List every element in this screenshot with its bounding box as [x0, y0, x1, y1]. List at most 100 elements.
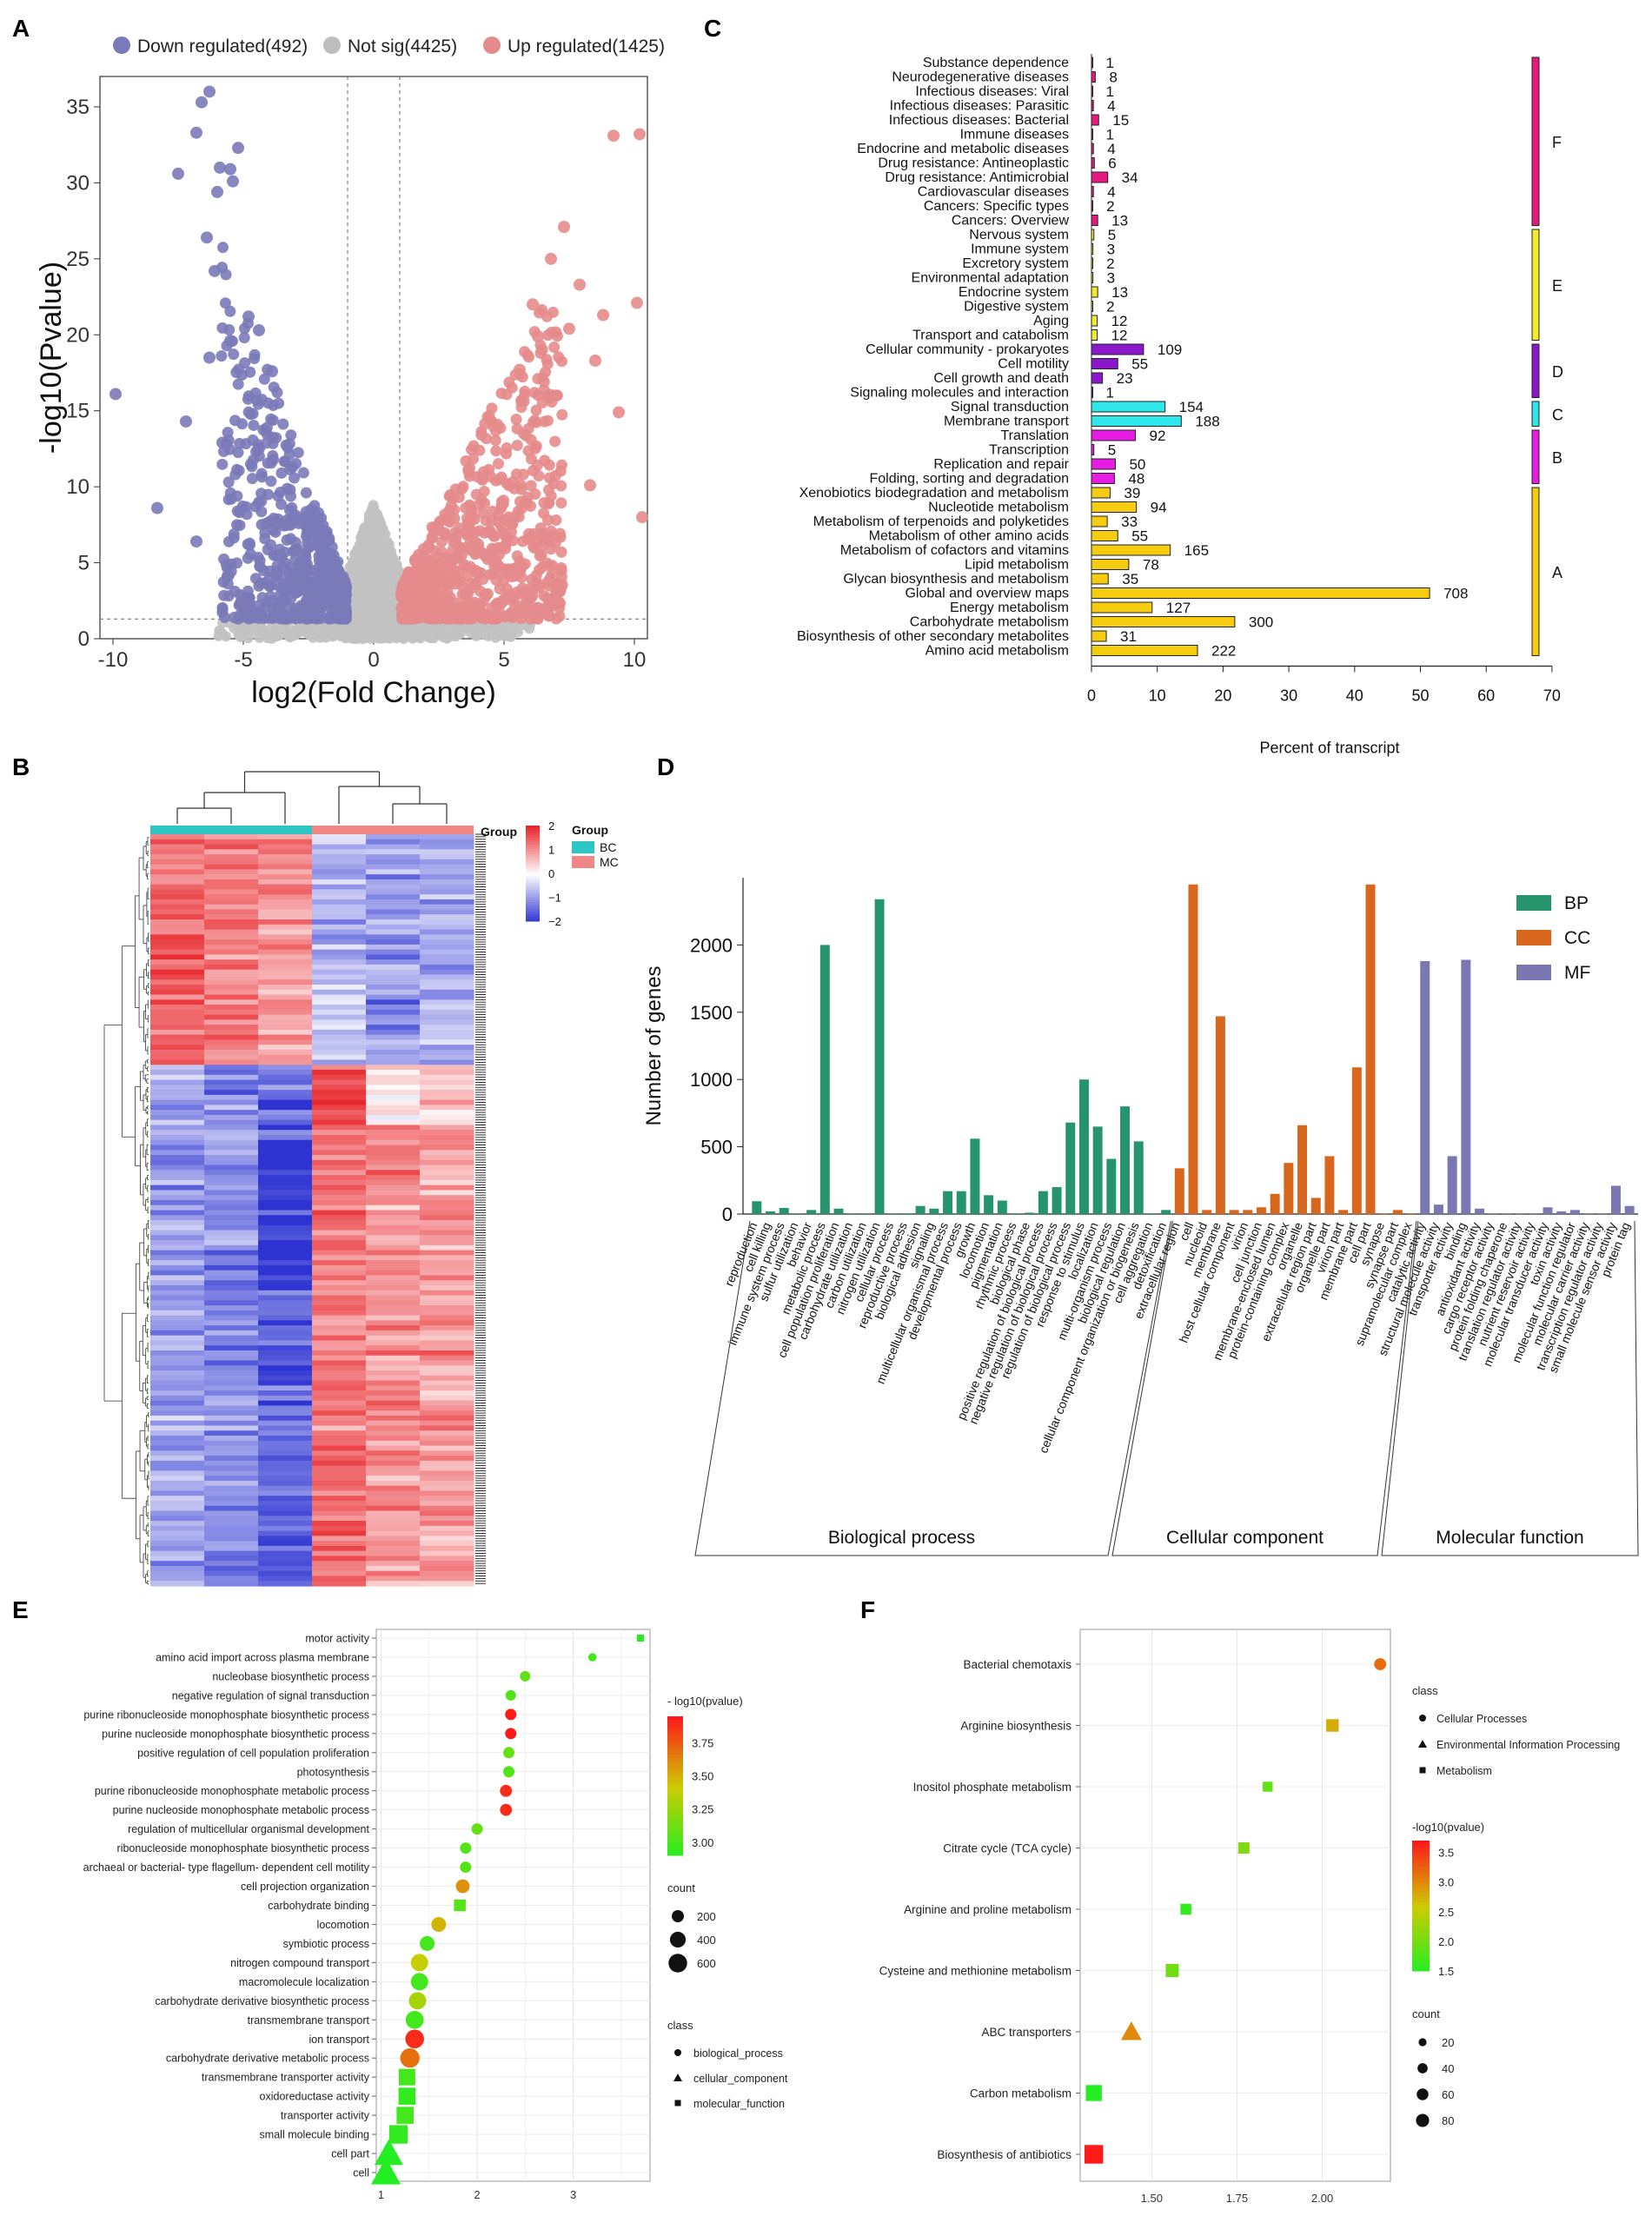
heatmap-cell	[420, 1224, 474, 1231]
go-bar	[1556, 1211, 1567, 1214]
heatmap-cell	[204, 1164, 259, 1171]
heatmap-cell	[366, 1155, 421, 1161]
heatmap-cell	[420, 864, 474, 870]
down-point	[301, 581, 313, 593]
heatmap-cell	[312, 1410, 367, 1417]
heatmap-cell	[366, 1541, 421, 1547]
heatmap-cell	[150, 1210, 205, 1216]
go-bar	[1120, 1106, 1131, 1214]
down-point	[244, 458, 256, 470]
heatmap-cell	[420, 1099, 474, 1105]
up-point	[518, 395, 530, 408]
heatmap-cell	[366, 1440, 421, 1447]
heatmap-cell	[312, 879, 367, 886]
heatmap-cell	[366, 974, 421, 980]
heatmap-cell	[150, 1275, 205, 1281]
heatmap-cell	[258, 1285, 313, 1291]
heatmap-cell	[150, 1480, 205, 1487]
heatmap-cell	[420, 1550, 474, 1556]
x-tick-label: 50	[1411, 687, 1429, 705]
up-point	[511, 550, 523, 562]
heatmap-cell	[312, 854, 367, 860]
heatmap-cell	[420, 1541, 474, 1547]
heatmap-cell	[258, 1576, 313, 1582]
up-point	[481, 590, 493, 602]
heatmap-cell	[312, 1025, 367, 1031]
heatmap-cell	[150, 1536, 205, 1542]
term-label: archaeal or bacterial- type flagellum- d…	[83, 1861, 370, 1874]
value-label: 300	[1249, 614, 1273, 631]
heatmap-cell	[312, 1119, 367, 1126]
value-label: 154	[1179, 399, 1204, 415]
heatmap-cell	[312, 1330, 367, 1337]
heatmap-cell	[204, 1420, 259, 1427]
value-label: 55	[1131, 356, 1148, 373]
category-label: Folding, sorting and degradation	[870, 472, 1070, 487]
go-bar	[1310, 1198, 1321, 1214]
heatmap-cell	[150, 1025, 205, 1031]
heatmap-cell	[420, 1335, 474, 1342]
heatmap-cell	[312, 1465, 367, 1471]
heatmap-cell	[204, 1019, 259, 1025]
heatmap-cell	[258, 1184, 313, 1191]
up-point	[514, 566, 526, 578]
go-bar	[833, 1208, 844, 1214]
heatmap-cell	[420, 1525, 474, 1532]
heatmap-cell	[420, 1054, 474, 1061]
heatmap-cell	[312, 1179, 367, 1186]
heatmap-cell	[258, 894, 313, 900]
heatmap-cell	[258, 1164, 313, 1171]
heatmap-cell	[204, 1545, 259, 1552]
heatmap-cell	[366, 1415, 421, 1422]
up-point	[435, 600, 448, 613]
heatmap-cell	[258, 1270, 313, 1277]
category-label: Replication and repair	[933, 457, 1069, 472]
nonsig-point	[369, 520, 381, 531]
category-label: Cell growth and death	[933, 371, 1069, 386]
value-label: 4	[1107, 141, 1115, 157]
down-point	[238, 607, 250, 619]
heatmap-cell	[312, 1094, 367, 1101]
heatmap-cell	[366, 1325, 421, 1331]
heatmap-cell	[366, 1395, 421, 1402]
go-bar	[1379, 1213, 1390, 1214]
heatmap-cell	[420, 1155, 474, 1161]
heatmap-cell	[366, 1285, 421, 1291]
heatmap-cell	[258, 1330, 313, 1337]
down-point	[297, 467, 309, 479]
heatmap-cell	[420, 979, 474, 985]
heatmap-cell	[420, 914, 474, 920]
heatmap-cell	[366, 884, 421, 891]
kegg-bar	[1091, 329, 1098, 341]
category-label: Endocrine and metabolic diseases	[857, 142, 1069, 156]
down-point	[238, 332, 250, 344]
value-label: 188	[1195, 414, 1219, 430]
color-scale-step	[526, 880, 540, 884]
heatmap-cell	[258, 1250, 313, 1256]
heatmap-cell	[312, 1049, 367, 1056]
heatmap-cell	[312, 1530, 367, 1536]
heatmap-cell	[150, 1079, 205, 1085]
heatmap-cell	[258, 1505, 313, 1512]
heatmap-cell	[150, 1405, 205, 1411]
y-axis-label: -log10(Pvalue)	[35, 262, 68, 454]
heatmap-cell	[366, 1450, 421, 1456]
group-annotation-cell	[312, 826, 366, 834]
heatmap-cell	[366, 1470, 421, 1476]
heatmap-cell	[150, 1135, 205, 1141]
heatmap-cell	[204, 1029, 259, 1036]
color-scale-step	[526, 871, 540, 874]
up-point	[447, 573, 459, 585]
heatmap-cell	[204, 1224, 259, 1231]
value-label: 35	[1122, 571, 1138, 587]
heatmap-cell	[366, 1119, 421, 1126]
down-point	[311, 579, 323, 591]
heatmap-cell	[258, 1049, 313, 1056]
x-tick-label: 40	[1346, 687, 1363, 705]
heatmap-cell	[150, 1375, 205, 1382]
heatmap-cell	[258, 1536, 313, 1542]
go-bar	[1106, 1158, 1117, 1214]
